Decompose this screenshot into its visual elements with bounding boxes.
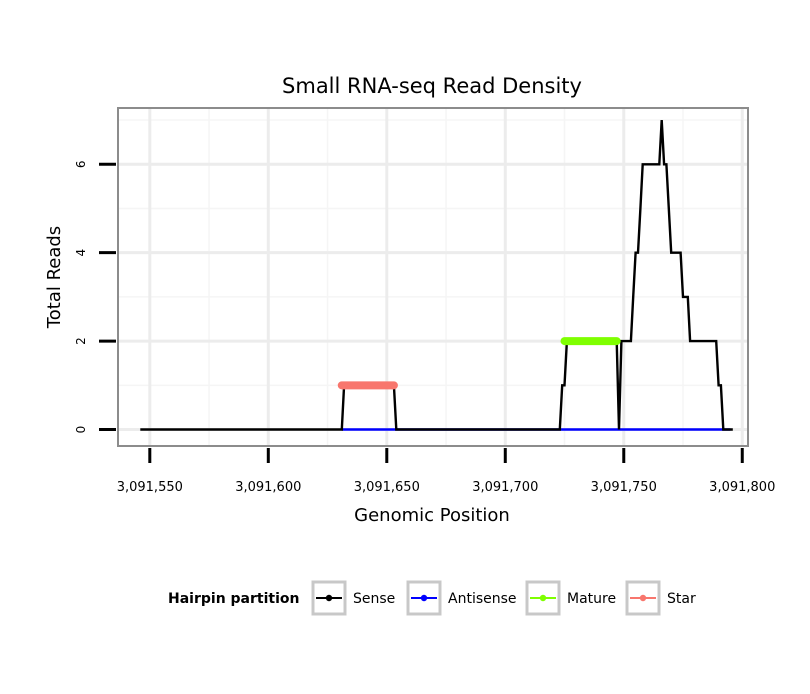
legend-label: Star: [667, 591, 696, 607]
x-tick-label: 3,091,750: [591, 480, 657, 495]
plot-panel-border: [117, 107, 749, 447]
x-tick-label: 3,091,800: [709, 480, 775, 495]
legend-label: Antisense: [448, 591, 517, 607]
x-tick-label: 3,091,600: [235, 480, 301, 495]
y-tick-label: 0: [74, 426, 88, 434]
grid: [119, 109, 747, 445]
y-tick-label: 6: [74, 160, 88, 168]
x-axis-label: Genomic Position: [354, 505, 510, 526]
x-axis: 3,091,550 3,091,600 3,091,650 3,091,700 3,09…: [117, 448, 775, 495]
y-axis: 0 2 4 6: [74, 160, 116, 433]
legend-key-point: [539, 594, 547, 602]
x-tick-label: 3,091,650: [354, 480, 420, 495]
y-axis-label: Total Reads: [44, 226, 65, 329]
data-series: [140, 120, 733, 431]
legend-label: Mature: [567, 591, 616, 607]
legend-key-point: [325, 594, 333, 602]
y-tick-label: 4: [74, 249, 88, 257]
x-tick-label: 3,091,700: [472, 480, 538, 495]
y-tick-label: 2: [74, 337, 88, 345]
legend-key-point: [639, 594, 647, 602]
legend-key-point: [420, 594, 428, 602]
legend-label: Sense: [353, 591, 395, 607]
x-tick-label: 3,091,550: [117, 480, 183, 495]
chart-title: Small RNA-seq Read Density: [282, 74, 582, 98]
legend: Hairpin partition Sense Antisense Mature St…: [168, 580, 696, 616]
series-sense-line: [140, 120, 733, 431]
legend-title: Hairpin partition: [168, 591, 299, 607]
